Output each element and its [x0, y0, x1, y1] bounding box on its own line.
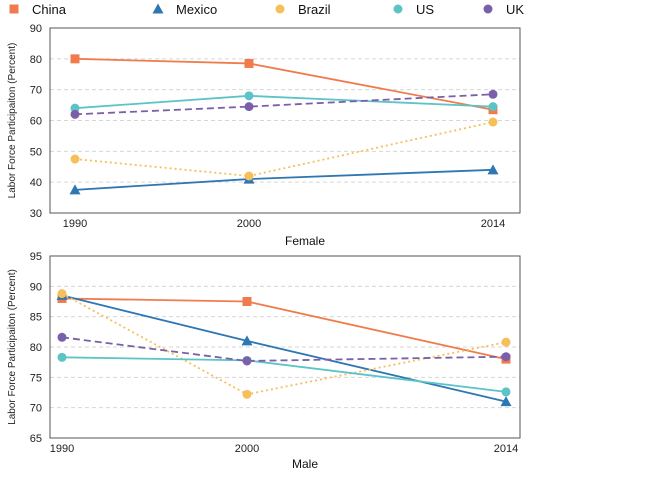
- data-point-brazil: [488, 117, 498, 127]
- legend-marker-uk: [483, 4, 493, 14]
- y-tick-label: 80: [30, 54, 42, 66]
- x-tick-label: 2014: [481, 218, 505, 230]
- y-tick-label: 95: [30, 251, 42, 263]
- y-tick-label: 90: [30, 281, 42, 293]
- data-point-uk: [242, 356, 252, 366]
- data-point-brazil: [242, 389, 252, 399]
- data-point-china: [244, 58, 254, 68]
- series-uk: [70, 89, 498, 119]
- series-line-uk: [74, 93, 494, 116]
- y-tick-label: 85: [30, 312, 42, 324]
- y-tick-label: 60: [30, 116, 42, 128]
- y-tick-label: 80: [30, 342, 42, 354]
- data-point-mexico: [500, 396, 512, 407]
- data-point-us: [501, 387, 511, 397]
- legend-marker-us: [393, 4, 403, 14]
- x-tick-label: 2000: [237, 218, 261, 230]
- series-line-mexico: [61, 294, 507, 403]
- y-tick-label: 50: [30, 146, 42, 158]
- legend-marker-mexico: [152, 3, 164, 14]
- y-tick-label: 65: [30, 433, 42, 445]
- data-point-us: [70, 103, 80, 113]
- y-tick-label: 30: [30, 208, 42, 220]
- female-chart-panel: 30 40 50 60 70 80 90 1990 2000 2014 Female Labor Fo…: [7, 23, 521, 248]
- male-chart-panel: 65 70 75 80 85 90 95 1990 2000 2014 Male Labor Forc…: [7, 251, 521, 471]
- data-point-us: [57, 352, 67, 362]
- data-point-uk: [70, 109, 80, 119]
- series-china: [57, 293, 511, 364]
- y-tick-label: 75: [30, 372, 42, 384]
- data-point-mexico: [69, 184, 81, 195]
- series-line-china: [74, 57, 494, 111]
- legend-marker-china: [9, 4, 19, 14]
- x-tick-label: 1990: [63, 218, 87, 230]
- data-point-us: [488, 102, 498, 112]
- data-point-brazil: [70, 154, 80, 164]
- series-us: [70, 91, 498, 113]
- legend-label-us: US: [416, 2, 434, 17]
- legend: China Mexico Brazil US UK: [9, 2, 524, 17]
- data-point-mexico: [487, 164, 499, 175]
- data-point-brazil: [57, 289, 67, 299]
- data-point-china: [242, 297, 252, 306]
- data-point-brazil: [501, 337, 511, 347]
- data-point-uk: [244, 102, 254, 112]
- series-us: [57, 352, 511, 397]
- data-point-brazil: [244, 171, 254, 181]
- x-axis-label: Male: [292, 457, 318, 471]
- y-tick-label: 90: [30, 23, 42, 35]
- legend-marker-brazil: [275, 4, 285, 14]
- plot-frame: [49, 255, 521, 439]
- series-brazil: [70, 117, 498, 181]
- x-axis-label: Female: [285, 234, 325, 248]
- legend-label-china: China: [32, 2, 67, 17]
- series-line-mexico: [74, 168, 494, 191]
- data-point-uk: [57, 332, 67, 342]
- series-mexico: [56, 289, 512, 407]
- x-tick-label: 2014: [494, 443, 518, 455]
- data-point-uk: [488, 89, 498, 99]
- legend-label-uk: UK: [506, 2, 524, 17]
- data-point-mexico: [241, 335, 253, 346]
- data-point-us: [244, 91, 254, 101]
- series-uk: [57, 332, 511, 366]
- plot-frame: [49, 27, 521, 214]
- y-axis-label: Labor Force Participaiton (Percent): [7, 269, 18, 425]
- series-line-brazil: [74, 121, 494, 177]
- y-axis-label: Labor Force Participaiton (Percent): [7, 43, 18, 199]
- data-point-china: [70, 54, 80, 64]
- data-point-uk: [501, 352, 511, 362]
- x-tick-label: 2000: [235, 443, 259, 455]
- legend-label-brazil: Brazil: [298, 2, 331, 17]
- series-brazil: [57, 289, 511, 399]
- y-tick-label: 70: [30, 85, 42, 97]
- legend-label-mexico: Mexico: [176, 2, 217, 17]
- y-tick-label: 40: [30, 177, 42, 189]
- x-tick-label: 1990: [50, 443, 74, 455]
- y-tick-label: 70: [30, 403, 42, 415]
